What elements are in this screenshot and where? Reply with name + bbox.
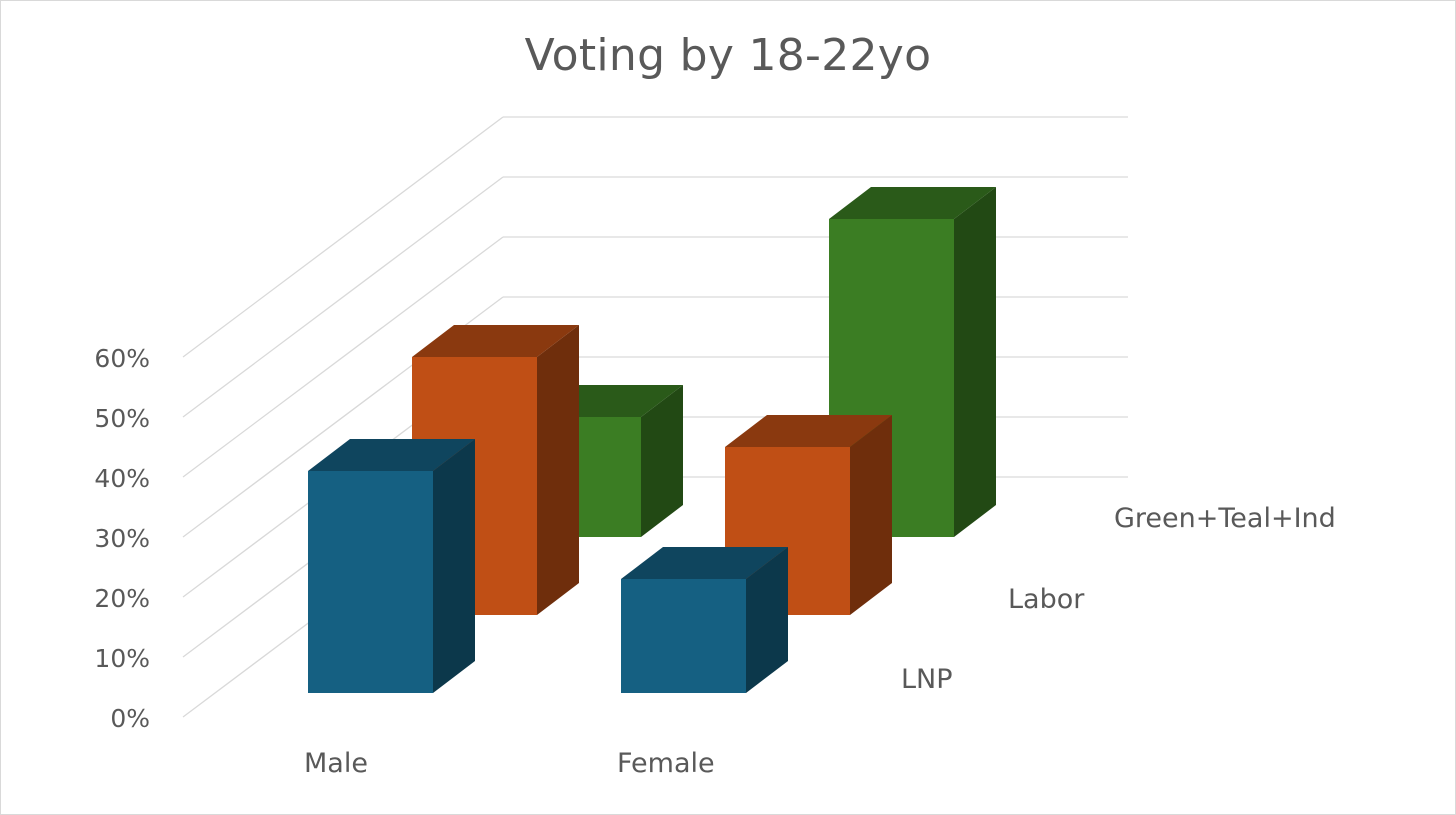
gridline-side	[182, 176, 504, 418]
bar-top-face	[621, 547, 788, 579]
bar-front-face	[308, 471, 433, 693]
y-tick-label: 40%	[94, 464, 150, 493]
bar-front-face	[621, 579, 746, 693]
bars	[308, 187, 996, 693]
bar-top-face	[725, 415, 892, 447]
y-tick-label: 50%	[94, 404, 150, 433]
x-category-label: Female	[617, 748, 715, 779]
bar-side-face	[537, 325, 579, 615]
series-depth-labels: LNP Labor Green+Teal+Ind	[901, 503, 1336, 695]
bar-top-face	[412, 325, 579, 357]
y-axis-ticks: 0% 10% 20% 30% 40% 50% 60%	[94, 344, 150, 733]
y-tick-label: 60%	[94, 344, 150, 373]
bar-side-face	[954, 187, 996, 537]
bar-lnp-male	[308, 439, 475, 693]
bar-lnp-female	[621, 547, 788, 693]
gridline-side	[182, 116, 504, 358]
bar-top-face	[308, 439, 475, 471]
y-tick-label: 30%	[94, 524, 150, 553]
bar-top-face	[829, 187, 996, 219]
bar-side-face	[433, 439, 475, 693]
y-tick-label: 20%	[94, 584, 150, 613]
x-axis-categories: Male Female	[304, 748, 715, 779]
y-tick-label: 0%	[110, 704, 150, 733]
bar-side-face	[850, 415, 892, 615]
gridline-side	[182, 236, 504, 478]
x-category-label: Male	[304, 748, 368, 779]
bar-side-face	[746, 547, 788, 693]
series-label: LNP	[901, 664, 953, 695]
chart-title: Voting by 18-22yo	[524, 30, 932, 81]
series-label: Green+Teal+Ind	[1114, 503, 1336, 534]
y-tick-label: 10%	[94, 644, 150, 673]
series-label: Labor	[1008, 584, 1085, 615]
bar-side-face	[641, 385, 683, 537]
